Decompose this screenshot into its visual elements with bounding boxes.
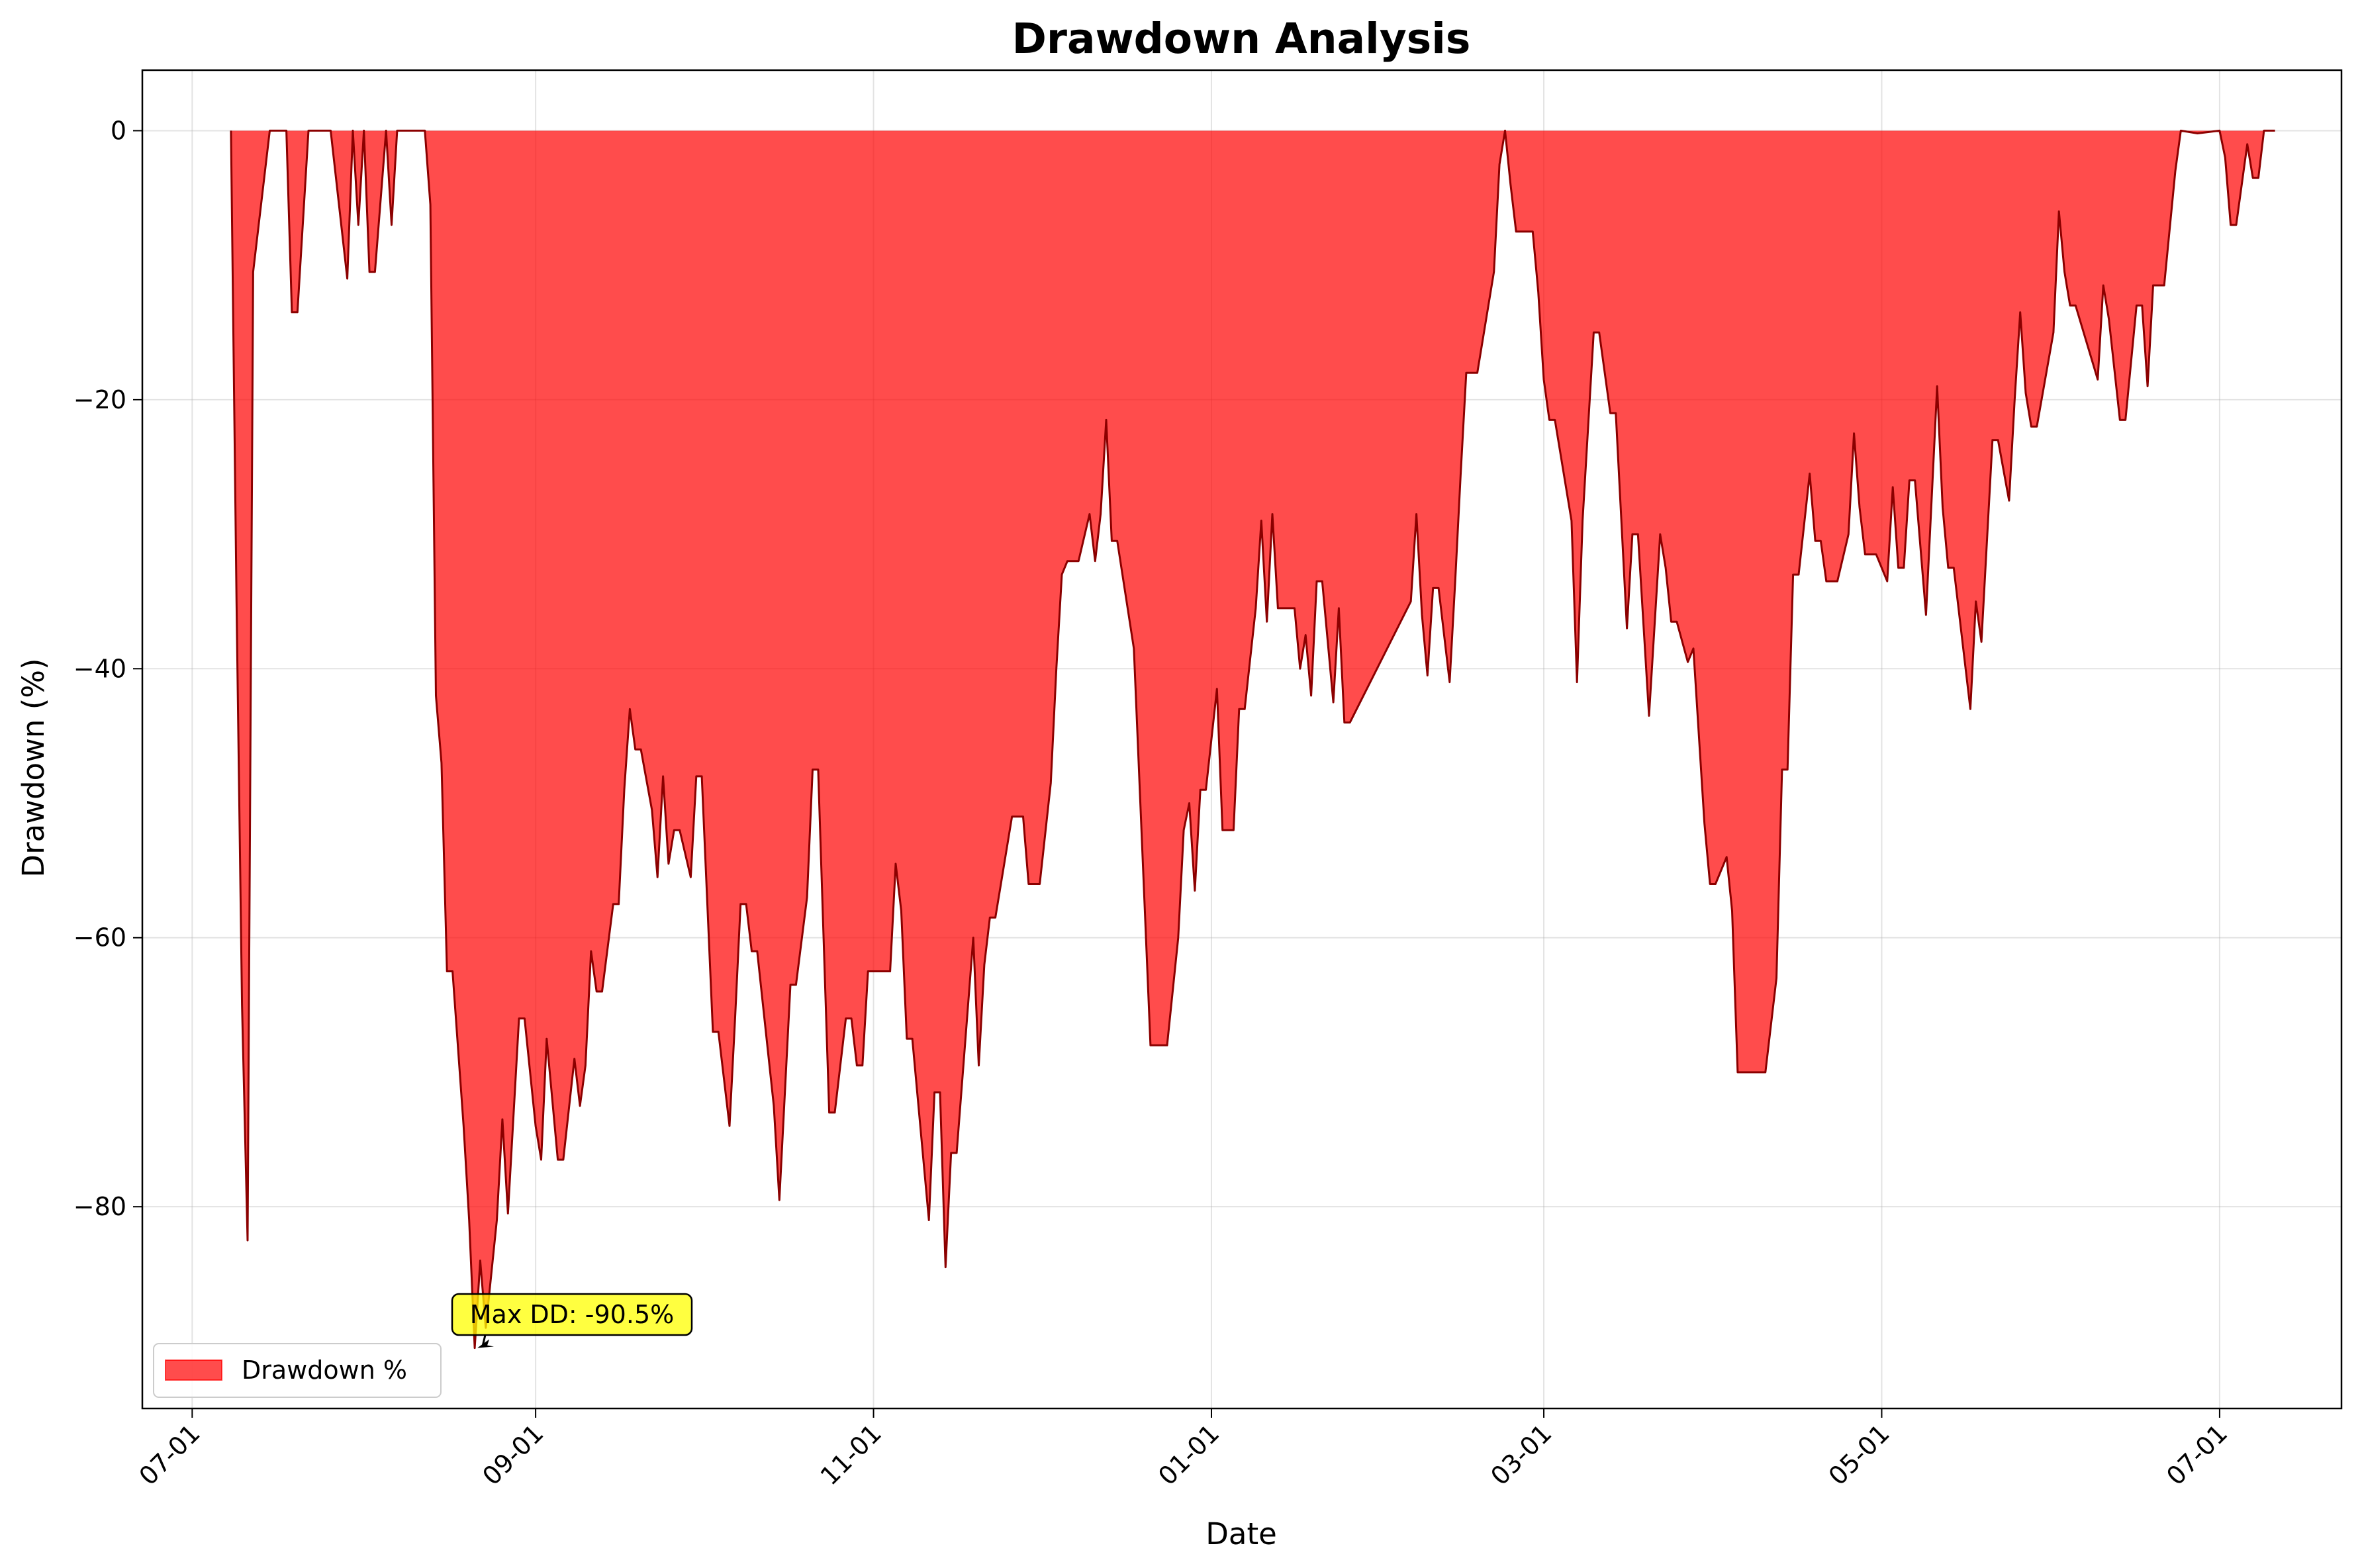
x-tick-label: 09-01: [477, 1418, 549, 1491]
annotation-arrowhead: [477, 1339, 495, 1348]
plot-area: [230, 129, 2275, 1350]
x-tick-label: 07-01: [133, 1418, 205, 1491]
axes-frame: [141, 69, 2343, 1410]
legend-label: Drawdown %: [242, 1356, 407, 1385]
drawdown-area: [230, 130, 2275, 1348]
x-axis-label: Date: [1205, 1516, 1277, 1551]
y-tick-label: 0: [111, 116, 126, 145]
x-tick-label: 01-01: [1153, 1418, 1225, 1491]
y-tick-label: −80: [73, 1192, 126, 1221]
x-tick-label: 11-01: [815, 1418, 887, 1491]
legend-box: [153, 1343, 442, 1398]
y-tick-label: −20: [73, 385, 126, 414]
y-tick-label: −40: [73, 654, 126, 683]
x-tick-label: 07-01: [2161, 1418, 2233, 1491]
legend: Drawdown %: [153, 1343, 442, 1398]
x-tick-label: 05-01: [1823, 1418, 1895, 1491]
x-tick-label: 03-01: [1485, 1418, 1557, 1491]
legend-swatch: [165, 1360, 222, 1381]
annotation-text: Max DD: -90.5%: [470, 1300, 674, 1329]
y-tick-label: −60: [73, 923, 126, 952]
annotation-box: [451, 1293, 693, 1336]
chart-title: Drawdown Analysis: [1012, 15, 1471, 63]
annotation: Max DD: -90.5%: [451, 1293, 693, 1348]
y-axis-label: Drawdown (%): [16, 658, 51, 877]
drawdown-line: [230, 129, 2275, 1350]
